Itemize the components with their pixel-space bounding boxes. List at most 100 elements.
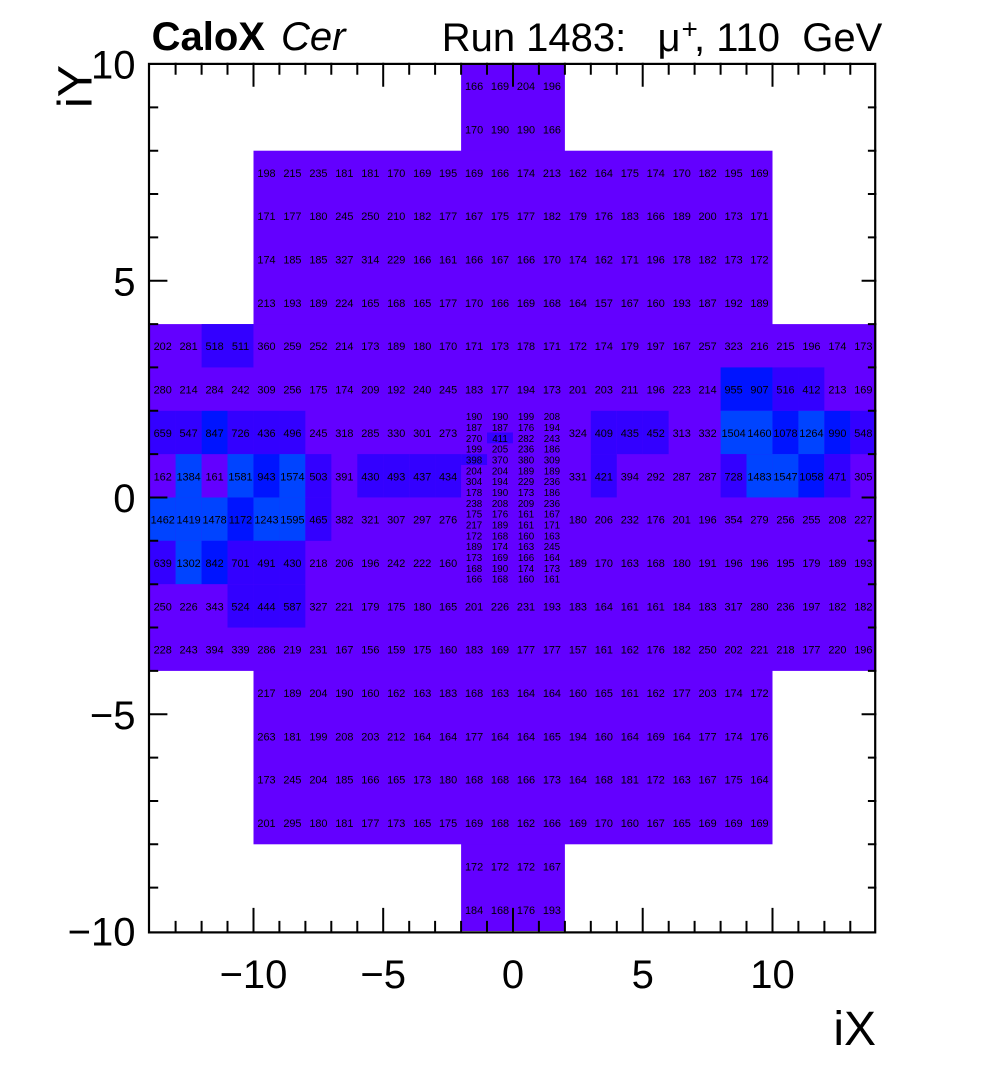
svg-text:−10: −10	[220, 953, 288, 997]
svg-text:168: 168	[492, 575, 509, 586]
svg-text:186: 186	[544, 488, 561, 499]
svg-text:172: 172	[491, 861, 509, 873]
svg-text:1595: 1595	[280, 515, 304, 527]
svg-text:181: 181	[361, 168, 379, 180]
svg-text:163: 163	[413, 688, 431, 700]
svg-text:193: 193	[283, 298, 301, 310]
svg-text:177: 177	[543, 645, 561, 657]
svg-text:161: 161	[595, 645, 613, 657]
svg-text:208: 208	[828, 515, 846, 527]
svg-text:354: 354	[725, 515, 743, 527]
svg-text:216: 216	[750, 341, 768, 353]
svg-text:256: 256	[776, 515, 794, 527]
svg-text:182: 182	[699, 168, 717, 180]
svg-text:204: 204	[309, 775, 327, 787]
svg-text:524: 524	[231, 601, 249, 613]
svg-text:185: 185	[335, 775, 353, 787]
svg-text:201: 201	[569, 385, 587, 397]
svg-text:189: 189	[309, 298, 327, 310]
svg-text:168: 168	[491, 775, 509, 787]
svg-text:iY: iY	[49, 65, 103, 108]
svg-text:163: 163	[544, 531, 561, 542]
svg-text:282: 282	[518, 434, 534, 445]
svg-text:5: 5	[113, 260, 135, 304]
svg-text:194: 194	[517, 385, 535, 397]
svg-text:214: 214	[180, 385, 198, 397]
svg-text:175: 175	[387, 601, 405, 613]
svg-text:−5: −5	[360, 953, 406, 997]
svg-text:174: 174	[257, 255, 275, 267]
svg-text:189: 189	[283, 688, 301, 700]
svg-text:190: 190	[517, 125, 535, 137]
svg-text:166: 166	[543, 125, 561, 137]
svg-text:176: 176	[750, 731, 768, 743]
svg-text:222: 222	[413, 558, 431, 570]
svg-text:990: 990	[828, 428, 846, 440]
svg-text:173: 173	[854, 341, 872, 353]
svg-text:208: 208	[544, 412, 561, 423]
svg-text:166: 166	[491, 298, 509, 310]
svg-text:185: 185	[283, 255, 301, 267]
svg-text:229: 229	[387, 255, 405, 267]
svg-text:324: 324	[569, 428, 587, 440]
svg-text:181: 181	[621, 775, 639, 787]
svg-text:196: 196	[647, 255, 665, 267]
svg-text:218: 218	[309, 558, 327, 570]
svg-text:Cer: Cer	[281, 15, 347, 59]
svg-text:5: 5	[632, 953, 654, 997]
svg-text:172: 172	[465, 861, 483, 873]
svg-text:238: 238	[466, 499, 483, 510]
svg-text:236: 236	[544, 499, 561, 510]
svg-text:180: 180	[413, 601, 431, 613]
svg-text:394: 394	[621, 471, 639, 483]
svg-text:166: 166	[647, 211, 665, 223]
svg-text:287: 287	[699, 471, 717, 483]
svg-text:183: 183	[465, 645, 483, 657]
svg-text:169: 169	[725, 818, 743, 830]
svg-text:iX: iX	[833, 1003, 876, 1056]
svg-text:170: 170	[595, 558, 613, 570]
svg-text:281: 281	[180, 341, 198, 353]
svg-text:169: 169	[750, 818, 768, 830]
svg-text:728: 728	[725, 471, 743, 483]
svg-text:224: 224	[335, 298, 353, 310]
svg-text:256: 256	[283, 385, 301, 397]
svg-text:1483: 1483	[747, 471, 771, 483]
svg-text:204: 204	[492, 466, 509, 477]
svg-text:204: 204	[517, 81, 535, 93]
svg-text:197: 197	[802, 601, 820, 613]
svg-text:173: 173	[518, 488, 535, 499]
svg-text:160: 160	[361, 688, 379, 700]
svg-text:162: 162	[387, 688, 405, 700]
svg-text:177: 177	[517, 645, 535, 657]
svg-text:209: 209	[361, 385, 379, 397]
svg-text:173: 173	[387, 818, 405, 830]
svg-text:1478: 1478	[202, 515, 226, 527]
svg-text:170: 170	[465, 125, 483, 137]
svg-text:203: 203	[361, 731, 379, 743]
svg-text:180: 180	[309, 211, 327, 223]
svg-text:516: 516	[776, 385, 794, 397]
svg-text:177: 177	[673, 688, 691, 700]
svg-text:174: 174	[335, 385, 353, 397]
svg-text:182: 182	[543, 211, 561, 223]
svg-text:162: 162	[595, 255, 613, 267]
svg-text:496: 496	[283, 428, 301, 440]
svg-text:162: 162	[621, 645, 639, 657]
svg-text:162: 162	[517, 818, 535, 830]
svg-text:μ: μ	[658, 16, 681, 60]
svg-text:196: 196	[647, 385, 665, 397]
svg-text:190: 190	[492, 488, 509, 499]
svg-text:547: 547	[180, 428, 198, 440]
svg-text:177: 177	[802, 645, 820, 657]
svg-text:171: 171	[465, 341, 483, 353]
svg-text:201: 201	[673, 515, 691, 527]
svg-text:167: 167	[491, 255, 509, 267]
svg-text:240: 240	[413, 385, 431, 397]
svg-text:174: 174	[725, 688, 743, 700]
svg-text:167: 167	[647, 818, 665, 830]
svg-text:161: 161	[621, 601, 639, 613]
svg-text:444: 444	[257, 601, 275, 613]
svg-text:465: 465	[309, 515, 327, 527]
svg-text:166: 166	[465, 81, 483, 93]
